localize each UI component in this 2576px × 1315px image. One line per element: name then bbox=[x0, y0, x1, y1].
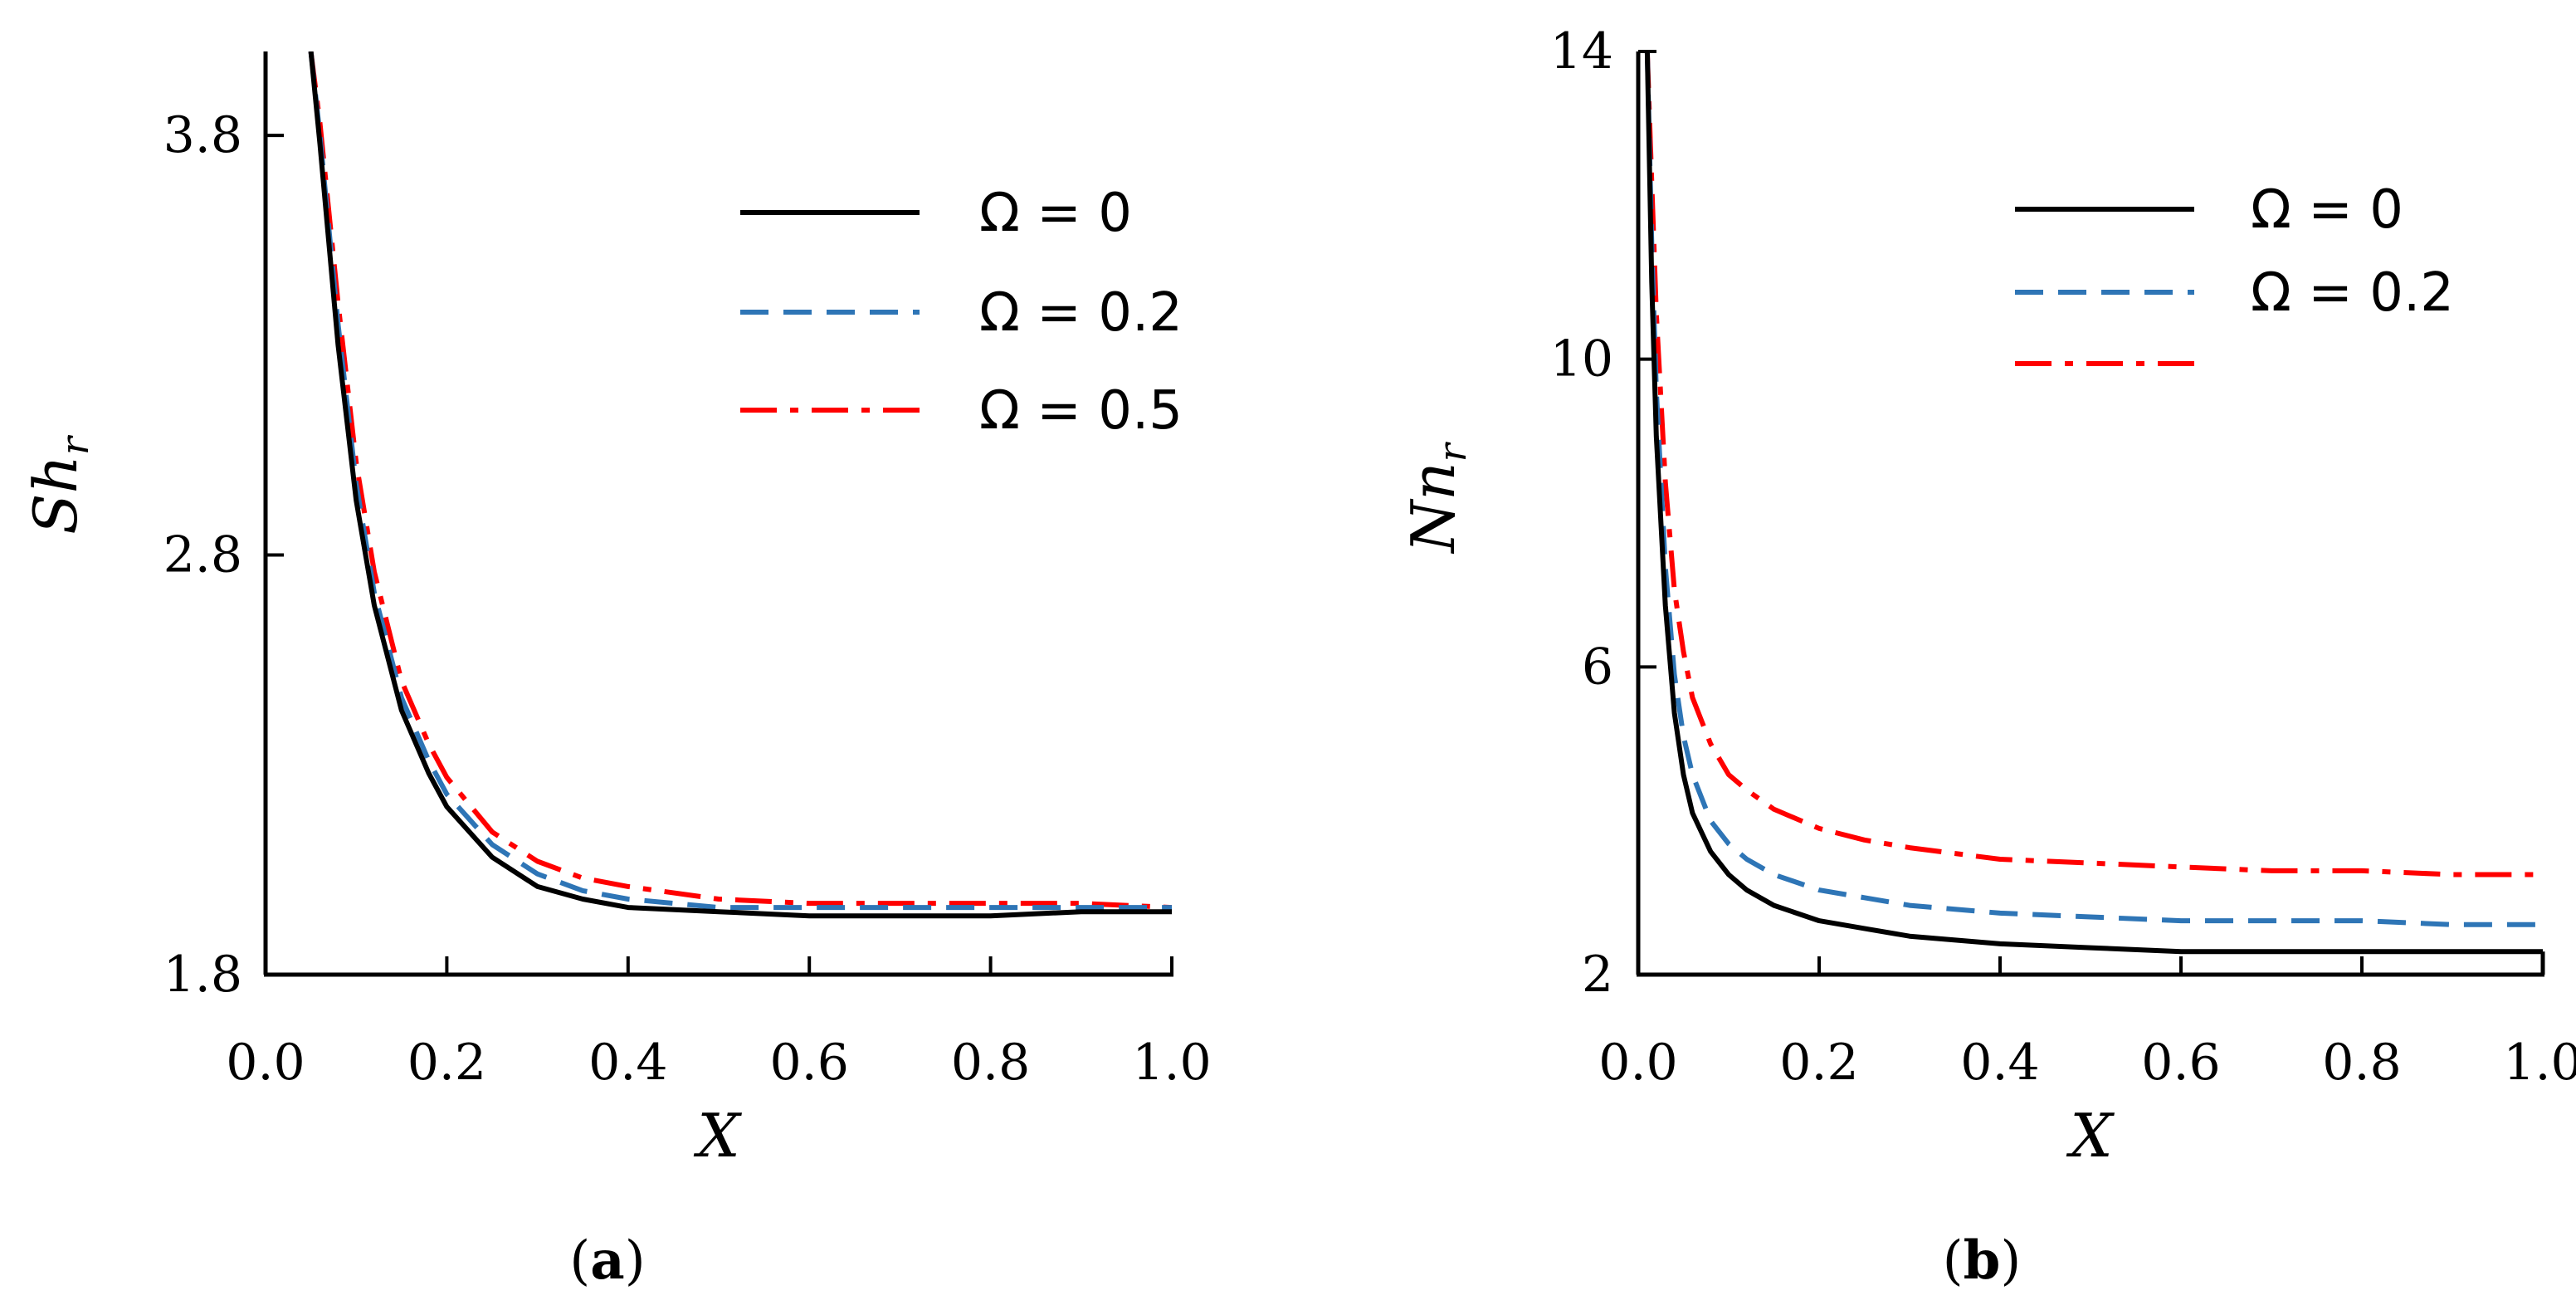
panel-a-legend-label-1: Ω = 0.2 bbox=[979, 282, 1183, 344]
panel-b-ylabel: Nnr bbox=[1398, 441, 1475, 554]
panel-b-y-tick-label: 10 bbox=[1550, 330, 1613, 389]
panel-a-x-tick-label: 0.6 bbox=[769, 1034, 848, 1092]
panel-a-x-tick-label: 0.0 bbox=[226, 1034, 305, 1092]
panel-a-y-tick-label: 3.8 bbox=[163, 106, 242, 164]
panel-b-x-tick-label: 0.8 bbox=[2322, 1034, 2401, 1092]
panel-b-x-tick-label: 0.2 bbox=[1779, 1034, 1858, 1092]
panel-b-x-tick-label: 0.6 bbox=[2141, 1034, 2220, 1092]
panel-a: Shr X (a) 0.0 0.2 0.4 0.6 0.8 1.0 1.8 2.8 3.8 Ω =… bbox=[21, 51, 1212, 1292]
panel-b-series-1-line bbox=[1644, 51, 2543, 927]
panel-a-caption: (a) bbox=[569, 1229, 645, 1292]
panel-b-legend-label-0: Ω = 0 bbox=[2251, 179, 2403, 241]
panel-b: Nnr X (b) 0.0 0.2 0.4 0.6 0.8 1.0 2 6 10 14 Ω = 0 Ω… bbox=[1398, 22, 2576, 1292]
panel-a-x-tick-label: 0.2 bbox=[407, 1034, 486, 1092]
panel-b-x-tick-label: 1.0 bbox=[2503, 1034, 2576, 1092]
panel-a-x-tick-label: 0.8 bbox=[951, 1034, 1030, 1092]
panel-a-series-1-line bbox=[308, 51, 1172, 911]
panel-b-series-0-line bbox=[1644, 51, 2543, 955]
panel-b-y-tick-label: 14 bbox=[1550, 22, 1613, 81]
panel-b-y-tick-label: 2 bbox=[1582, 946, 1613, 1004]
panel-a-series-0-line bbox=[308, 51, 1172, 919]
panel-a-x-tick-label: 1.0 bbox=[1132, 1034, 1211, 1092]
panel-b-series-2-line bbox=[1644, 51, 2543, 877]
panel-a-ylabel: Shr bbox=[21, 434, 97, 535]
panel-b-xlabel: X bbox=[2066, 1101, 2115, 1171]
panel-a-xlabel: X bbox=[693, 1101, 742, 1171]
panel-a-legend-label-2: Ω = 0.5 bbox=[979, 380, 1183, 442]
panel-a-x-tick-label: 0.4 bbox=[588, 1034, 667, 1092]
panel-a-y-tick-label: 2.8 bbox=[163, 526, 242, 584]
panel-a-y-tick-label: 1.8 bbox=[163, 946, 242, 1004]
panel-b-x-tick-label: 0.4 bbox=[1960, 1034, 2039, 1092]
panel-b-caption: (b) bbox=[1943, 1229, 2022, 1292]
panel-b-x-tick-label: 0.0 bbox=[1598, 1034, 1677, 1092]
panel-b-y-tick-label: 6 bbox=[1582, 638, 1613, 696]
panel-b-legend-label-1: Ω = 0.2 bbox=[2251, 262, 2454, 324]
panel-a-series-2-line bbox=[308, 51, 1172, 911]
panel-a-legend-label-0: Ω = 0 bbox=[979, 183, 1132, 244]
